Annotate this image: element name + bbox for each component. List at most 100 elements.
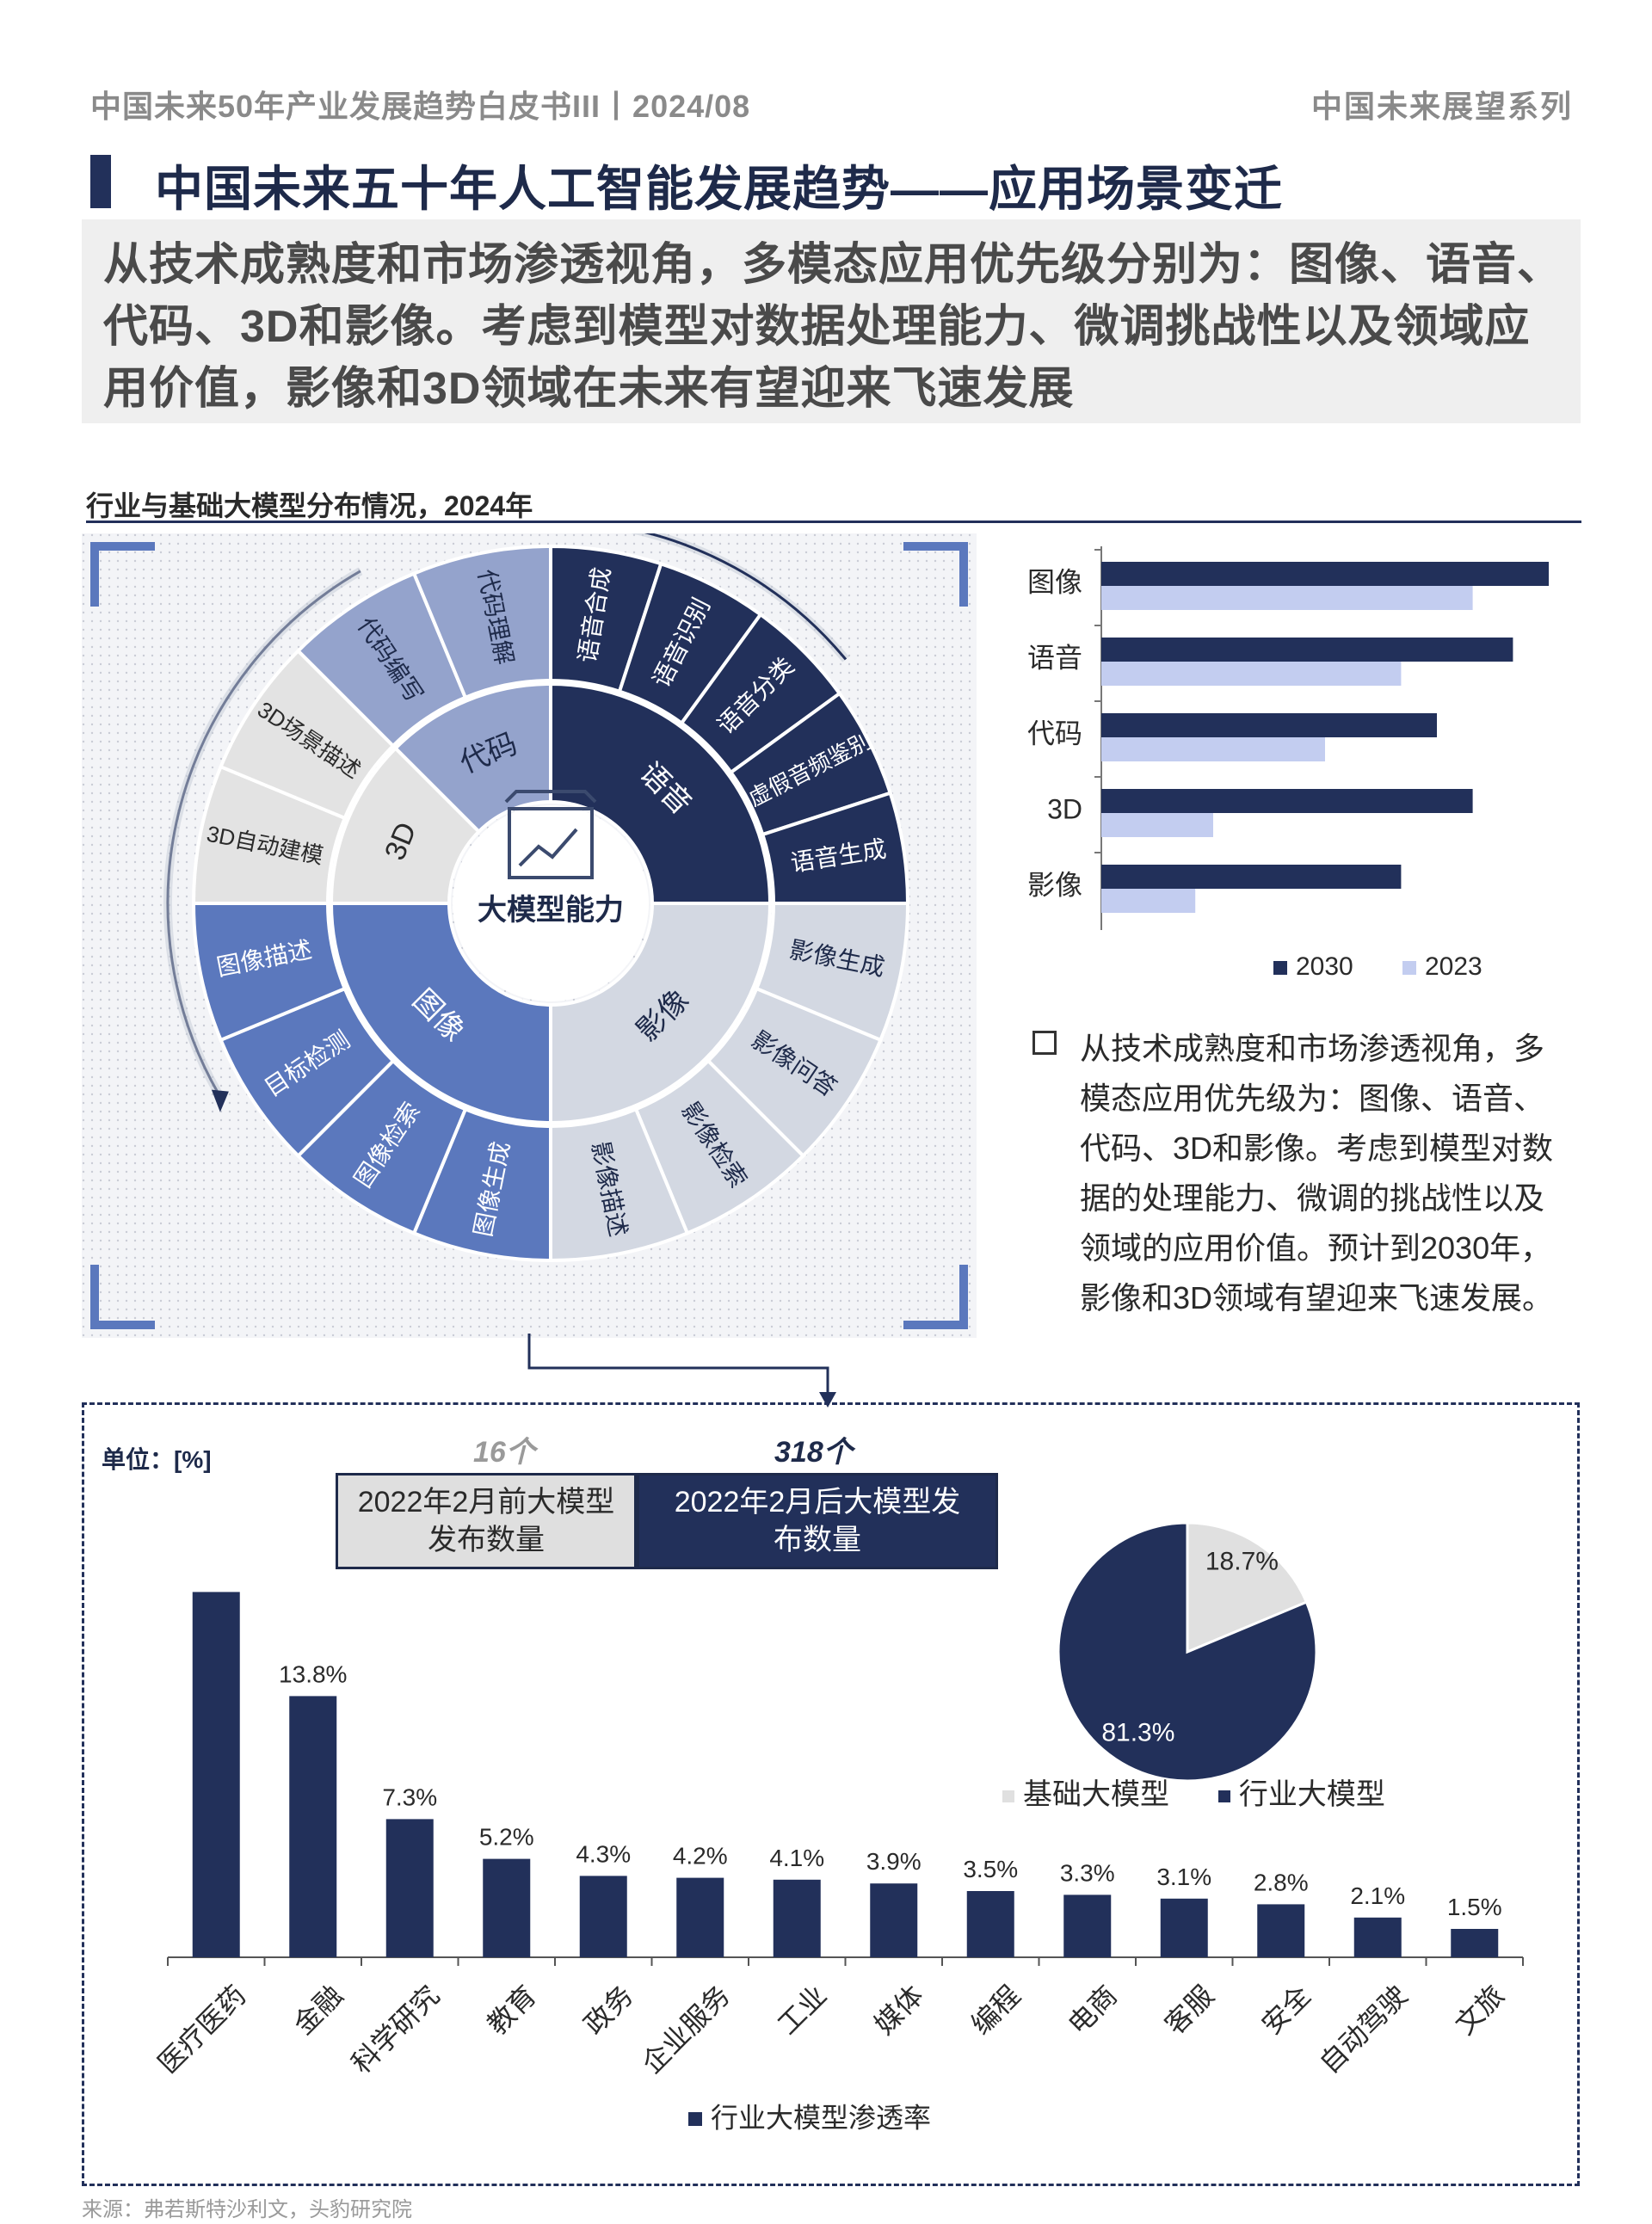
bar-2023	[1101, 889, 1196, 913]
priority-note: 从技术成熟度和市场渗透视角，多 模态应用优先级为：图像、语音、 代码、3D和影像…	[1080, 1024, 1613, 1323]
x-tick-label: 科学研究	[346, 1980, 446, 2079]
after-count-value: 318个	[774, 1436, 853, 1469]
after-count-box: 2022年2月后大模型发布数量	[637, 1473, 998, 1569]
bar-2023	[1101, 813, 1213, 837]
bar-2023	[1101, 662, 1402, 686]
bar-2030	[1101, 638, 1513, 662]
bar-value-label: 3.5%	[963, 1856, 1018, 1882]
bar-penetration	[1353, 1917, 1402, 1957]
summary-text: 从技术成熟度和市场渗透视角，多模态应用优先级分别为：图像、语音、代码、3D和影像…	[103, 240, 1563, 414]
after-count-label: 2022年2月后大模型发布数量	[674, 1486, 961, 1556]
legend-swatch	[1273, 961, 1287, 975]
sunburst-category-0	[549, 681, 773, 905]
section-title: 行业与基础大模型分布情况，2024年	[86, 490, 533, 521]
before-count-value: 16个	[473, 1436, 535, 1469]
pie-legend: 基础大模型 行业大模型	[1002, 1771, 1385, 1813]
legend-label: 行业大模型渗透率	[711, 2102, 931, 2133]
legend-label-industry: 行业大模型	[1238, 1778, 1385, 1811]
bar-value-label: 13.8%	[279, 1660, 347, 1687]
bar-2030	[1101, 789, 1473, 813]
priority-note-line: 影像和3D领域有望迎来飞速发展。	[1080, 1280, 1554, 1315]
priority-note-line: 代码、3D和影像。考虑到模型对数	[1080, 1130, 1554, 1166]
sunburst-leaf	[411, 544, 552, 700]
y-tick-label: 代码	[1027, 718, 1082, 749]
bar-value-label: 7.3%	[382, 1784, 437, 1810]
bar-penetration	[1451, 1929, 1499, 1957]
bar-value-label: 4.2%	[673, 1843, 728, 1870]
section-divider	[86, 521, 1581, 523]
x-tick-label: 医疗医药	[152, 1980, 252, 2079]
before-count-label: 2022年2月前大模型发布数量	[357, 1486, 615, 1556]
checkbox-bullet-icon	[1032, 1031, 1057, 1055]
bar-penetration	[1160, 1898, 1208, 1957]
bar-2030	[1101, 713, 1437, 737]
x-tick-label: 工业	[772, 1980, 833, 2041]
x-tick-label: 教育	[481, 1980, 542, 2041]
y-tick-label: 图像	[1027, 566, 1082, 597]
x-tick-label: 媒体	[868, 1980, 929, 2041]
priority-note-line: 从技术成熟度和市场渗透视角，多	[1080, 1031, 1545, 1066]
sunburst-category-2	[329, 902, 552, 1125]
industry-model-panel	[82, 1402, 1580, 2186]
y-tick-label: 影像	[1027, 869, 1082, 900]
bar-penetration	[870, 1883, 918, 1957]
source-note: 来源：弗若斯特沙利文，头豹研究院	[82, 2198, 412, 2221]
rotation-arc	[644, 533, 848, 661]
model-type-pie: 18.7% 81.3%	[1057, 1521, 1318, 1783]
title-accent-bar	[90, 155, 111, 208]
x-tick-label: 金融	[287, 1980, 348, 2041]
x-tick-label: 编程	[965, 1980, 1026, 2041]
legend-label: 2030	[1296, 952, 1353, 981]
bar-value-label: 4.1%	[769, 1845, 824, 1871]
bar-2030	[1101, 562, 1549, 586]
pie-value-label: 18.7%	[1205, 1548, 1279, 1576]
unit-label: 单位：[%]	[102, 1446, 212, 1473]
priority-note-line: 据的处理能力、微调的挑战性以及	[1080, 1180, 1545, 1216]
bar-value-label: 4.3%	[576, 1840, 631, 1867]
industry-penetration-chart: 19.3%医疗医药13.8%金融7.3%科学研究5.2%教育4.3%政务4.2%…	[152, 1592, 1524, 2133]
legend-swatch	[1402, 961, 1416, 975]
priority-note-line: 领域的应用价值。预计到2030年，	[1080, 1230, 1552, 1266]
sunburst-center-label: 大模型能力	[478, 894, 624, 927]
bar-penetration	[385, 1819, 434, 1957]
x-tick-label: 企业服务	[636, 1980, 736, 2079]
summary-box	[82, 219, 1581, 423]
bar-penetration	[579, 1876, 627, 1957]
bar-penetration	[773, 1879, 821, 1957]
bar-value-label: 2.1%	[1350, 1882, 1405, 1909]
bar-2030	[1101, 865, 1402, 889]
legend-swatch	[688, 2112, 702, 2126]
x-tick-label: 客服	[1159, 1980, 1220, 2041]
bar-penetration	[483, 1858, 531, 1957]
y-tick-label: 3D	[1047, 793, 1082, 824]
x-tick-label: 政务	[578, 1980, 639, 2041]
legend-swatch-industry	[1217, 1790, 1230, 1803]
bar-penetration	[1257, 1904, 1305, 1957]
legend-label-base: 基础大模型	[1023, 1778, 1169, 1811]
x-tick-label: 自动驾驶	[1314, 1980, 1414, 2079]
x-tick-label: 电商	[1062, 1980, 1123, 2041]
bar-value-label: 1.5%	[1447, 1894, 1502, 1920]
sunburst-category-1	[549, 902, 773, 1125]
corner-bracket	[90, 542, 155, 607]
rotation-arrowhead	[211, 1089, 229, 1112]
sunburst-center	[453, 805, 649, 1001]
pie-slice	[1057, 1521, 1318, 1783]
priority-note-line: 模态应用优先级为：图像、语音、	[1080, 1081, 1545, 1116]
chart-icon-top	[504, 790, 597, 804]
bar-value-label: 3.3%	[1060, 1859, 1115, 1886]
bar-penetration	[676, 1877, 724, 1957]
x-tick-label: 安全	[1255, 1980, 1316, 2041]
bar-penetration	[1063, 1894, 1112, 1957]
y-tick-label: 语音	[1027, 642, 1082, 673]
bar-2023	[1101, 737, 1325, 761]
sunburst-category-3	[329, 745, 482, 905]
bar-value-label: 5.2%	[479, 1824, 534, 1851]
x-tick-label: 文旅	[1449, 1980, 1510, 2041]
report-series-name: 中国未来展望系列	[1310, 89, 1573, 124]
bar-value-label: 2.8%	[1254, 1869, 1309, 1895]
pie-slice	[1186, 1521, 1309, 1654]
pie-value-label: 81.3%	[1101, 1719, 1174, 1747]
page-title: 中国未来五十年人工智能发展趋势——应用场景变迁	[155, 162, 1283, 216]
